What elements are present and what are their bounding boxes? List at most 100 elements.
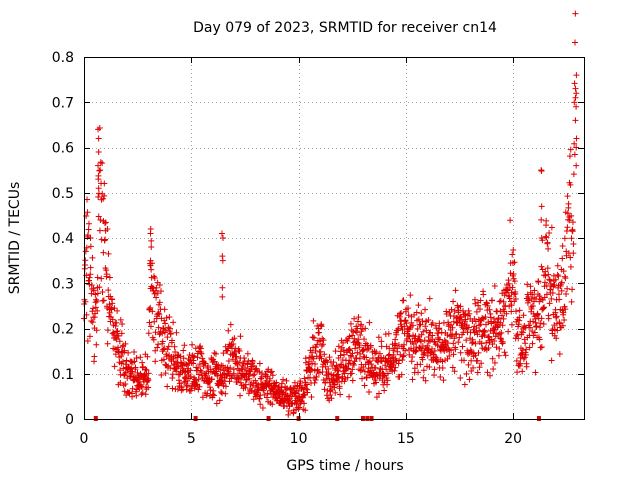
- data-point: [211, 392, 218, 399]
- data-point: [426, 295, 433, 302]
- data-point: [395, 360, 402, 367]
- data-point: [436, 320, 443, 327]
- data-point: [418, 338, 425, 345]
- data-point: [470, 364, 477, 371]
- data-point: [113, 336, 120, 343]
- data-point: [372, 364, 379, 371]
- data-point: [152, 358, 159, 365]
- data-point: [121, 370, 128, 377]
- data-point: [219, 293, 226, 300]
- data-point: [421, 349, 428, 356]
- data-point: [489, 355, 496, 362]
- data-point: [524, 281, 531, 288]
- data-point: [95, 185, 102, 192]
- data-point: [249, 382, 256, 389]
- data-point: [484, 369, 491, 376]
- data-point: [103, 271, 110, 278]
- data-point: [384, 370, 391, 377]
- data-point: [439, 365, 446, 372]
- data-point: [463, 337, 470, 344]
- data-point: [349, 332, 356, 339]
- data-point: [207, 368, 214, 375]
- data-point: [317, 348, 324, 355]
- data-point: [350, 362, 357, 369]
- data-point: [349, 377, 356, 384]
- data-point: [213, 400, 220, 407]
- data-point: [104, 226, 111, 233]
- data-point: [118, 330, 125, 337]
- data-point: [218, 388, 225, 395]
- data-point: [310, 317, 317, 324]
- data-point: [555, 273, 562, 280]
- data-point: [567, 263, 574, 270]
- data-point: [510, 247, 517, 254]
- data-point: [311, 334, 318, 341]
- data-point: [568, 212, 575, 219]
- data-point: [562, 275, 569, 282]
- data-point: [263, 394, 270, 401]
- data-point: [345, 346, 352, 353]
- data-point: [219, 257, 226, 264]
- data-point: [562, 306, 569, 313]
- data-point: [401, 341, 408, 348]
- data-point: [478, 360, 485, 367]
- data-point: [227, 364, 234, 371]
- data-point: [525, 293, 532, 300]
- data-point: [486, 306, 493, 313]
- data-point: [357, 332, 364, 339]
- data-point: [172, 348, 179, 355]
- data-point: [368, 361, 375, 368]
- data-point: [398, 309, 405, 316]
- data-point: [561, 273, 568, 280]
- data-point: [299, 394, 306, 401]
- data-point: [366, 319, 373, 326]
- data-point: [190, 357, 197, 364]
- data-point: [351, 358, 358, 365]
- data-point: [236, 359, 243, 366]
- data-point: [330, 359, 337, 366]
- data-point: [358, 367, 365, 374]
- y-tick-label: 0.8: [52, 50, 74, 66]
- data-point: [93, 341, 100, 348]
- data-point: [407, 292, 414, 299]
- data-point: [101, 192, 108, 199]
- data-point: [415, 333, 422, 340]
- data-point: [540, 272, 547, 279]
- data-point: [330, 372, 337, 379]
- data-point: [569, 286, 576, 293]
- data-point: [546, 300, 553, 307]
- data-point: [104, 327, 111, 334]
- data-point: [280, 376, 287, 383]
- data-point: [424, 352, 431, 359]
- data-point: [564, 285, 571, 292]
- data-point: [133, 355, 140, 362]
- data-point: [394, 348, 401, 355]
- data-point: [96, 167, 103, 174]
- data-point: [119, 343, 126, 350]
- data-point: [451, 335, 458, 342]
- data-point: [541, 279, 548, 286]
- data-point: [401, 323, 408, 330]
- data-point: [344, 374, 351, 381]
- data-point: [467, 335, 474, 342]
- data-point: [142, 391, 149, 398]
- data-point: [93, 327, 100, 334]
- data-point: [569, 228, 576, 235]
- data-point: [288, 393, 295, 400]
- data-point: [358, 321, 365, 328]
- zero-marker: [360, 416, 365, 421]
- data-point: [406, 333, 413, 340]
- data-point: [528, 305, 535, 312]
- data-point: [487, 372, 494, 379]
- data-point: [318, 355, 325, 362]
- data-point: [145, 370, 152, 377]
- data-point: [164, 383, 171, 390]
- data-point: [164, 334, 171, 341]
- data-point: [438, 329, 445, 336]
- data-point: [139, 389, 146, 396]
- data-point: [85, 220, 92, 227]
- data-point: [372, 376, 379, 383]
- data-point: [472, 340, 479, 347]
- data-point: [497, 335, 504, 342]
- x-tick-label: 10: [290, 431, 308, 447]
